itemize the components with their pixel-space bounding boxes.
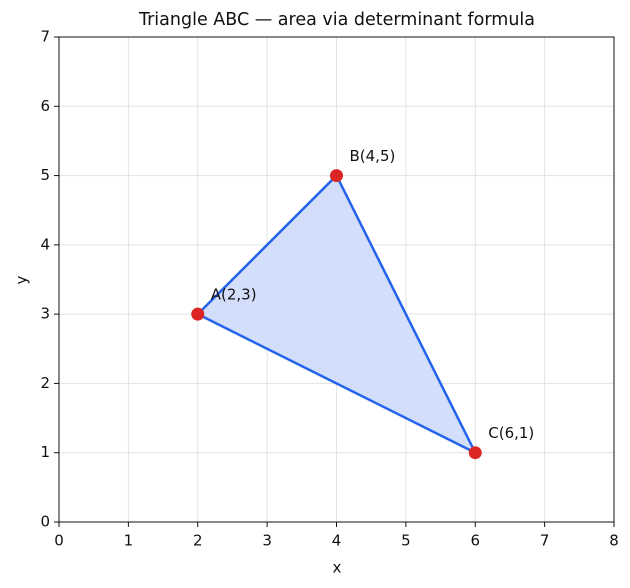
x-axis-label: x [333,559,342,577]
y-tick-label: 4 [40,235,50,253]
x-tick-label: 6 [470,532,480,550]
x-tick-label: 5 [401,532,411,550]
vertex-point [468,446,482,460]
point-label: A(2,3) [211,286,257,304]
triangle [196,174,477,454]
point-label: C(6,1) [488,424,534,442]
vertex-point [330,169,343,183]
y-tick-label: 0 [40,513,50,531]
x-tick-label: 4 [332,532,342,550]
x-tick-label: 2 [193,532,203,550]
x-tick-label: 8 [609,532,619,550]
y-tick-label: 5 [40,166,50,184]
x-tick-label: 3 [262,532,272,550]
x-tick-label: 1 [124,532,134,550]
y-tick-label: 1 [40,443,50,461]
y-tick-label: 6 [40,97,50,115]
x-tick-label: 7 [540,532,550,550]
vertex-point [191,307,205,321]
y-axis-label: y [13,275,31,284]
point-label: B(4,5) [350,147,396,165]
y-tick-label: 3 [40,305,50,323]
y-tick-label: 7 [40,28,50,46]
x-tick-label: 0 [54,532,64,550]
plot-frame [58,36,615,523]
chart-title: Triangle ABC — area via determinant form… [138,10,535,30]
y-tick-label: 2 [40,374,50,392]
